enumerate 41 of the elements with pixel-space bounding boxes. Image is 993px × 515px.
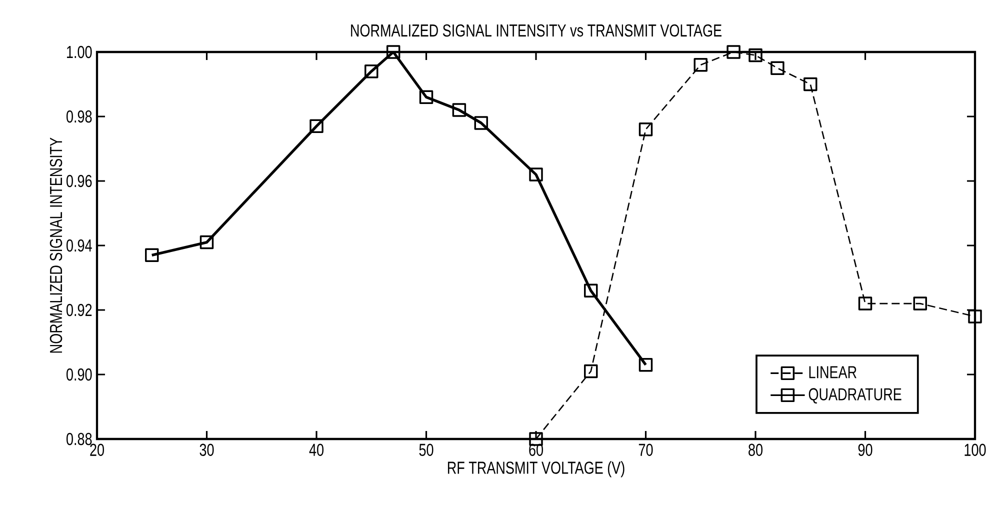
x-axis-title: RF TRANSMIT VOLTAGE (V) bbox=[448, 461, 624, 478]
legend-label: QUADRATURE bbox=[808, 388, 902, 404]
point bbox=[310, 119, 324, 134]
y-tick-label: 0.90 bbox=[66, 368, 92, 381]
chart-title: NORMALIZED SIGNAL INTENSITY vs TRANSMIT VOLTAGE bbox=[351, 24, 722, 37]
point bbox=[452, 103, 466, 117]
point bbox=[770, 61, 784, 75]
point bbox=[748, 48, 762, 62]
point bbox=[804, 77, 818, 92]
x-tick-label: 70 bbox=[638, 444, 653, 456]
y-tick-label: 1.00 bbox=[67, 46, 92, 58]
point bbox=[584, 364, 598, 378]
x-tick-label: 30 bbox=[200, 444, 214, 456]
point bbox=[584, 284, 598, 298]
point bbox=[200, 235, 214, 250]
point bbox=[913, 296, 927, 310]
x-tick-label: 40 bbox=[309, 444, 324, 456]
point bbox=[474, 116, 488, 130]
point bbox=[419, 90, 434, 104]
y-tick-label: 0.94 bbox=[66, 239, 92, 252]
point bbox=[386, 45, 400, 59]
point bbox=[638, 122, 653, 136]
legend-label: LINEAR bbox=[809, 366, 856, 378]
point bbox=[858, 296, 872, 310]
x-tick-label: 20 bbox=[90, 444, 104, 456]
x-tick-label: 100 bbox=[964, 444, 986, 456]
point bbox=[529, 168, 543, 182]
point bbox=[694, 58, 708, 72]
x-tick-label: 50 bbox=[419, 444, 434, 456]
y-axis-title: NORMALIZED SIGNAL INTENSITY bbox=[50, 138, 62, 353]
y-tick-label: 0.96 bbox=[66, 174, 92, 188]
y-tick-label: 0.88 bbox=[66, 432, 92, 446]
x-tick-label: 80 bbox=[748, 444, 763, 456]
point bbox=[726, 45, 740, 59]
point bbox=[638, 358, 653, 372]
y-tick-label: 0.98 bbox=[66, 110, 92, 123]
x-tick-label: 90 bbox=[858, 444, 872, 456]
y-tick-label: 0.92 bbox=[66, 304, 92, 316]
point bbox=[364, 64, 378, 78]
point bbox=[145, 248, 159, 262]
point bbox=[968, 310, 982, 324]
